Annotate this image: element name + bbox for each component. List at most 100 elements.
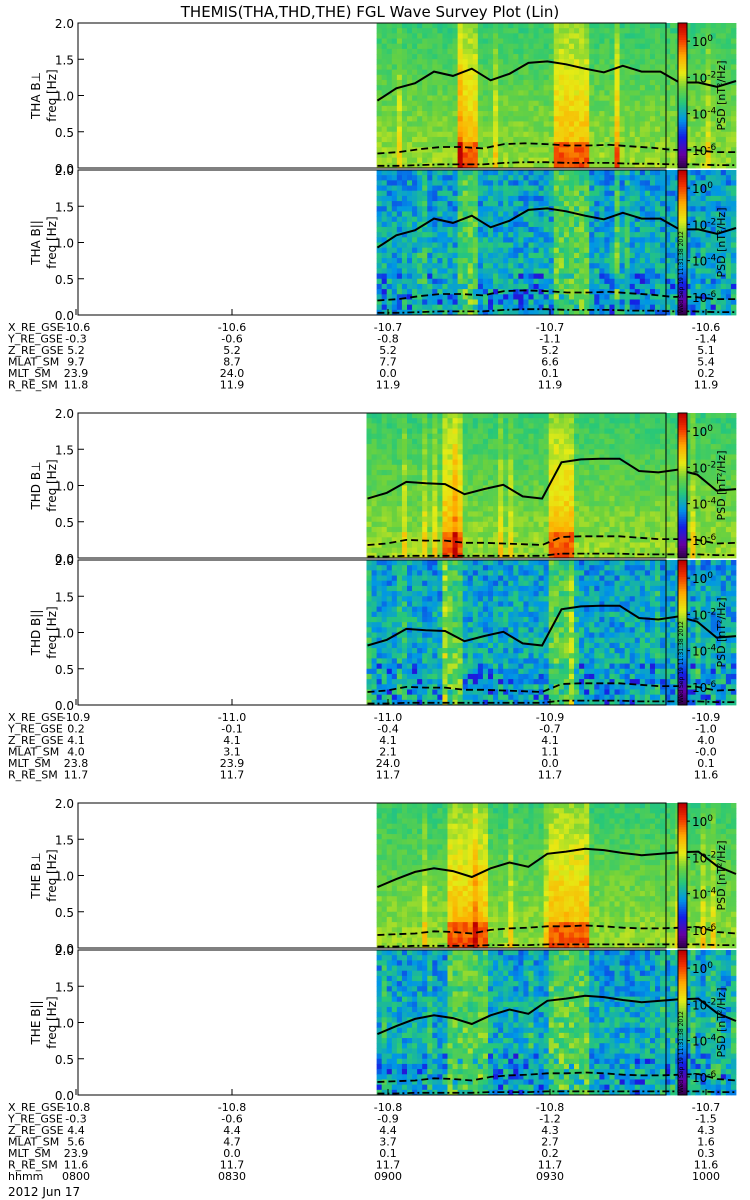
spectrogram-cell bbox=[487, 309, 494, 316]
spectrogram-cell bbox=[381, 142, 388, 148]
spectrogram-cell bbox=[482, 469, 489, 476]
spectrogram-cell bbox=[417, 90, 423, 96]
spectrogram-cell bbox=[422, 526, 428, 533]
spectrogram-cell bbox=[513, 54, 519, 60]
spectrogram-cell bbox=[725, 126, 732, 133]
colorbar-swatch bbox=[678, 264, 687, 268]
spectrogram-cell bbox=[705, 33, 712, 39]
spectrogram-cell bbox=[574, 170, 580, 176]
spectrogram-cell bbox=[553, 175, 560, 181]
colorbar-swatch bbox=[678, 206, 687, 210]
spectrogram-cell bbox=[715, 147, 722, 153]
spectrogram-cell bbox=[619, 121, 626, 127]
spectrogram-cell bbox=[376, 273, 383, 280]
spectrogram-cell bbox=[391, 175, 398, 181]
spectrogram-cell bbox=[705, 294, 712, 300]
spectrogram-cell bbox=[417, 278, 423, 285]
spectrogram-cell bbox=[493, 95, 499, 102]
spectrogram-cell bbox=[725, 195, 732, 202]
spectrogram-cell bbox=[599, 273, 605, 280]
spectrogram-cell bbox=[574, 190, 580, 197]
spectrogram-cell bbox=[422, 237, 428, 243]
spectrogram-cell bbox=[538, 309, 545, 316]
spectrogram-cell bbox=[437, 43, 443, 50]
spectrogram-cell bbox=[462, 294, 469, 300]
spectrogram-cell bbox=[482, 69, 489, 76]
spectrogram-cell bbox=[639, 79, 646, 86]
spectrogram-cell bbox=[513, 180, 519, 186]
spectrogram-cell bbox=[730, 190, 737, 197]
spectrogram-cell bbox=[427, 185, 433, 192]
spectrogram-cell bbox=[574, 105, 580, 112]
spectrogram-cell bbox=[442, 116, 448, 122]
spectrogram-cell bbox=[634, 64, 641, 71]
spectrogram-cell bbox=[665, 201, 671, 207]
spectrogram-cell bbox=[462, 59, 469, 65]
spectrogram-cell bbox=[695, 100, 701, 107]
spectrogram-cell bbox=[422, 180, 428, 186]
spectrogram-cell bbox=[437, 495, 443, 502]
spectrogram-cell bbox=[412, 59, 418, 65]
spectrogram-cell bbox=[513, 273, 519, 280]
spectrogram-cell bbox=[462, 221, 469, 228]
spectrogram-cell bbox=[624, 232, 631, 238]
spectrogram-cell bbox=[467, 216, 474, 223]
spectrogram-cell bbox=[381, 28, 388, 34]
spectrogram-cell bbox=[508, 464, 514, 471]
spectrogram-cell bbox=[498, 211, 504, 218]
spectrogram-cell bbox=[548, 237, 555, 243]
spectrogram-cell bbox=[695, 195, 701, 202]
spectrogram-cell bbox=[604, 211, 610, 218]
spectrogram-cell bbox=[437, 206, 443, 212]
colorbar-swatch bbox=[678, 110, 687, 113]
spectrogram-cell bbox=[452, 79, 459, 86]
spectrogram-cell bbox=[391, 454, 398, 461]
spectrogram-cell bbox=[574, 221, 580, 228]
spectrogram-cell bbox=[614, 33, 620, 39]
spectrogram-cell bbox=[563, 69, 570, 76]
spectrogram-cell bbox=[498, 469, 504, 476]
spectrogram-cell bbox=[538, 54, 545, 60]
spectrogram-cell bbox=[655, 309, 661, 316]
spectrogram-cell bbox=[391, 147, 398, 153]
spectrogram-cell bbox=[700, 180, 707, 186]
spectrogram-cell bbox=[629, 273, 636, 280]
spectrogram-cell bbox=[604, 206, 610, 212]
spectrogram-cell bbox=[609, 85, 615, 91]
spectrogram-cell bbox=[584, 309, 590, 316]
spectrogram-cell bbox=[513, 64, 519, 71]
spectrogram-cell bbox=[366, 485, 372, 492]
spectrogram-cell bbox=[533, 85, 539, 91]
spectrogram-cell bbox=[472, 232, 479, 238]
spectrogram-cell bbox=[634, 95, 641, 102]
spectrogram-cell bbox=[487, 33, 494, 39]
spectrogram-cell bbox=[579, 185, 585, 192]
spectrogram-cell bbox=[401, 263, 408, 269]
spectrogram-cell bbox=[407, 221, 413, 228]
spectrogram-cell bbox=[730, 121, 737, 127]
spectrogram-cell bbox=[670, 162, 676, 169]
spectrogram-cell bbox=[401, 495, 408, 502]
spectrogram-cell bbox=[533, 294, 539, 300]
spectrogram-cell bbox=[452, 95, 459, 102]
spectrogram-cell bbox=[427, 85, 433, 91]
spectrogram-cell bbox=[710, 90, 717, 96]
spectrogram-cell bbox=[523, 28, 529, 34]
spectrogram-cell bbox=[730, 185, 737, 192]
spectrogram-cell bbox=[513, 309, 519, 316]
spectrogram-cell bbox=[579, 258, 585, 264]
spectrogram-cell bbox=[649, 294, 656, 300]
spectrogram-cell bbox=[655, 136, 661, 143]
colorbar-swatch bbox=[678, 184, 687, 188]
spectrogram-cell bbox=[417, 38, 423, 45]
spectrogram-cell bbox=[391, 216, 398, 223]
spectrogram-cell bbox=[685, 59, 691, 65]
spectrogram-cell bbox=[634, 289, 641, 295]
spectrogram-cell bbox=[634, 142, 641, 148]
spectrogram-cell bbox=[624, 23, 631, 29]
spectrogram-cell bbox=[685, 232, 691, 238]
spectrogram-cell bbox=[401, 79, 408, 86]
spectrogram-cell bbox=[498, 464, 504, 471]
spectrogram-cell bbox=[665, 142, 671, 148]
spectrogram-cell bbox=[609, 216, 615, 223]
